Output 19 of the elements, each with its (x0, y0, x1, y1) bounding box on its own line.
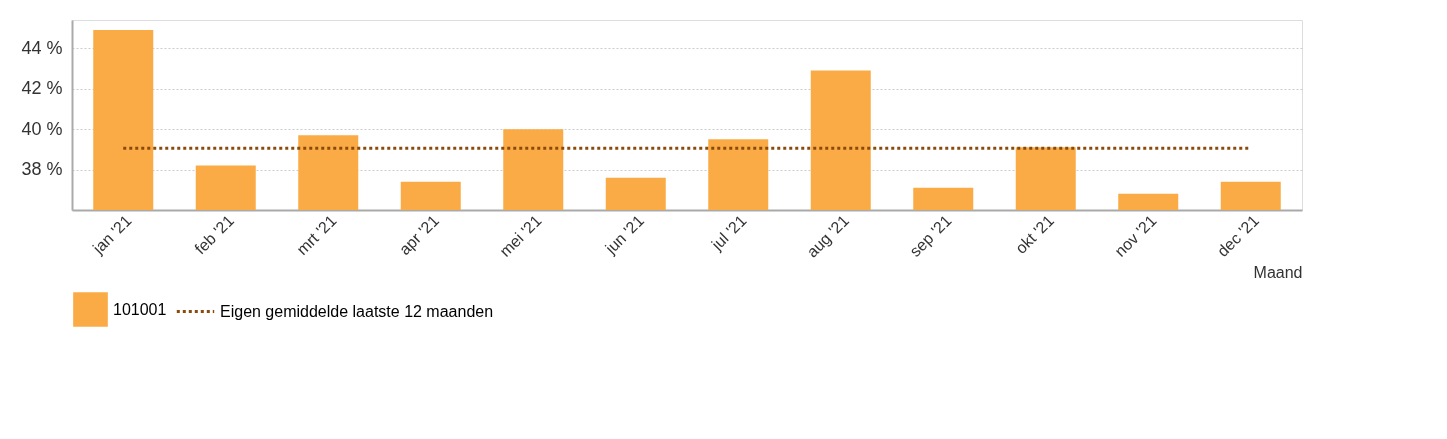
x-tick-label: nov '21 (1111, 211, 1160, 260)
legend-label: Eigen gemiddelde laatste 12 maanden (220, 302, 494, 320)
x-tick-label: mei '21 (496, 211, 545, 260)
legend-label: 101001 (113, 300, 167, 318)
y-tick-label: 38 % (21, 159, 63, 180)
x-tick-label: jul '21 (707, 211, 750, 254)
x-tick-label: feb '21 (191, 211, 238, 258)
x-tick-label: jun '21 (601, 211, 648, 258)
x-tick-label: sep '21 (906, 211, 955, 260)
x-tick-label: jan '21 (88, 211, 135, 258)
x-tick-label: apr '21 (395, 211, 443, 259)
y-tick-label: 42 % (21, 78, 63, 99)
y-tick-label: 44 % (21, 37, 63, 58)
y-tick-label: 40 % (21, 118, 63, 139)
x-tick-label: okt '21 (1012, 211, 1058, 257)
x-axis-title: Maand (1253, 263, 1303, 281)
x-tick-label: mrt '21 (293, 211, 340, 259)
x-tick-label: aug '21 (803, 211, 853, 261)
x-tick-label: dec '21 (1213, 211, 1263, 260)
